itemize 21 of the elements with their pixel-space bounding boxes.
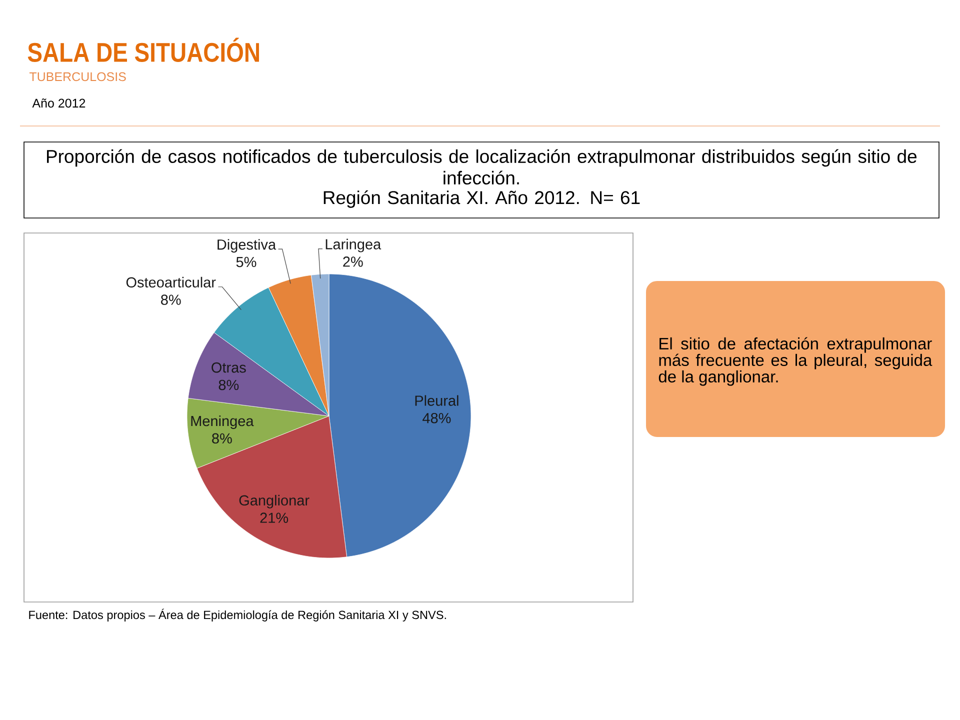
- data-label: 8%: [218, 380, 239, 390]
- data-label: 5%: [236, 256, 256, 268]
- slice-label: Ganglionar: [239, 494, 310, 508]
- text: El sitio de afectación extrapulmonar más frecuente es la pleural, seguida de la ganglionar.: [658, 337, 932, 386]
- chart-subtitle: Región Sanitaria XI. Año 2012. N= 61: [324, 190, 640, 208]
- data-label: 21%: [260, 512, 288, 523]
- slice-label: Osteoarticular: [126, 276, 216, 288]
- text: SALA DE SITUACIÓN: [28, 38, 259, 62]
- data-label: 8%: [212, 433, 232, 444]
- slice-label: Otras: [212, 362, 246, 373]
- data-label: 8%: [161, 294, 181, 305]
- data-label: 48%: [422, 412, 451, 424]
- text: TUBERCULOSIS: [29, 72, 126, 82]
- text: Año 2012: [32, 98, 86, 108]
- slice-label: Laringea: [326, 238, 382, 252]
- slice-label: Pleural: [415, 395, 458, 406]
- source-note: Fuente: Datos propios – Área de Epidemiología de Región Sanitaria XI y SNVS.: [29, 608, 446, 622]
- slice-label: Meningea: [191, 416, 254, 430]
- slice-label: Digestiva: [218, 239, 276, 253]
- chart-title: Proporción de casos notificados de tuberculosis de localización extrapulmonar distribuidos según sitio de infección.: [47, 149, 917, 184]
- data-label: 2%: [343, 256, 363, 267]
